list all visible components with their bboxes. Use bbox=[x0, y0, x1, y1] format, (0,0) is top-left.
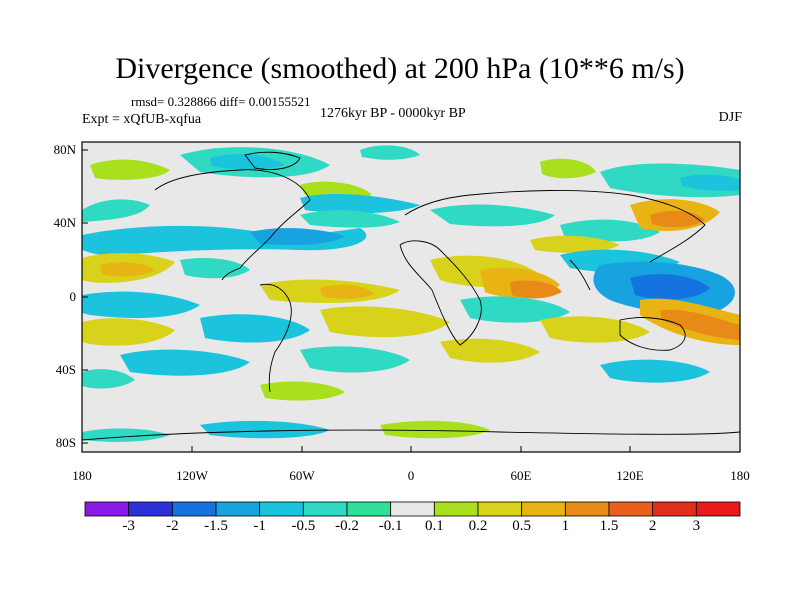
colorbar-tick-label: 0.1 bbox=[424, 518, 444, 534]
colorbar-swatch bbox=[695, 501, 741, 517]
axis-ticks bbox=[81, 149, 741, 452]
colorbar-swatch bbox=[390, 501, 435, 517]
map-field bbox=[82, 142, 740, 452]
colorbar-swatch bbox=[564, 501, 610, 517]
coastlines bbox=[82, 151, 740, 441]
rmsd-diff-stats: rmsd= 0.328866 diff= 0.00155521 bbox=[131, 94, 311, 109]
lat-label: 0 bbox=[69, 289, 77, 304]
lon-label: 60W bbox=[289, 468, 315, 483]
colorbar-tick-label: 3 bbox=[692, 518, 701, 534]
colorbar-swatch bbox=[346, 501, 392, 517]
colorbar-tick-label: -2 bbox=[166, 518, 179, 534]
colorbar-swatch bbox=[128, 501, 173, 517]
lat-label: 80S bbox=[55, 435, 76, 450]
colorbar-tick-label: -1 bbox=[253, 518, 266, 534]
lon-label: 60E bbox=[510, 468, 532, 483]
colorbar-tick-label: 1.5 bbox=[599, 518, 619, 534]
lon-label: 0 bbox=[407, 468, 415, 483]
experiment-label: Expt = xQfUB-xqfua bbox=[82, 112, 202, 127]
lat-label: 40S bbox=[55, 362, 76, 377]
colorbar-swatch bbox=[171, 501, 217, 517]
colorbar-tick-label: 1 bbox=[561, 518, 570, 534]
time-period: 1276kyr BP - 0000kyr BP bbox=[320, 106, 466, 121]
colorbar-swatch bbox=[433, 501, 479, 517]
colorbar-swatch bbox=[521, 501, 566, 517]
lat-label: 80N bbox=[53, 142, 76, 157]
colorbar-swatch bbox=[302, 501, 348, 517]
colorbar-tick-label: 0.2 bbox=[468, 518, 488, 534]
colorbar-swatch bbox=[259, 501, 304, 517]
colorbar-tick-label: -3 bbox=[122, 518, 135, 534]
colorbar-swatch bbox=[215, 501, 261, 517]
colorbar-swatch bbox=[477, 501, 523, 517]
colorbar-tick-label: 0.5 bbox=[512, 518, 532, 534]
colorbar-tick-label: -0.1 bbox=[378, 518, 403, 534]
season-label: DJF bbox=[718, 110, 742, 125]
colorbar-swatch bbox=[608, 501, 654, 517]
lon-label: 180 bbox=[730, 468, 750, 483]
lon-label: 180 bbox=[72, 468, 92, 483]
plot-title: Divergence (smoothed) at 200 hPa (10**6 … bbox=[115, 52, 685, 85]
colorbar-tick-label: -0.2 bbox=[335, 518, 359, 534]
colorbar-tick-label: -0.5 bbox=[291, 518, 316, 534]
colorbar-swatch bbox=[84, 501, 130, 517]
lon-label: 120E bbox=[616, 468, 644, 483]
colorbar-tick-label: 2 bbox=[648, 518, 657, 534]
lat-label: 40N bbox=[53, 215, 76, 230]
colorbar-tick-label: -1.5 bbox=[204, 518, 228, 534]
lon-label: 120W bbox=[176, 468, 208, 483]
colorbar-swatch bbox=[652, 501, 697, 517]
